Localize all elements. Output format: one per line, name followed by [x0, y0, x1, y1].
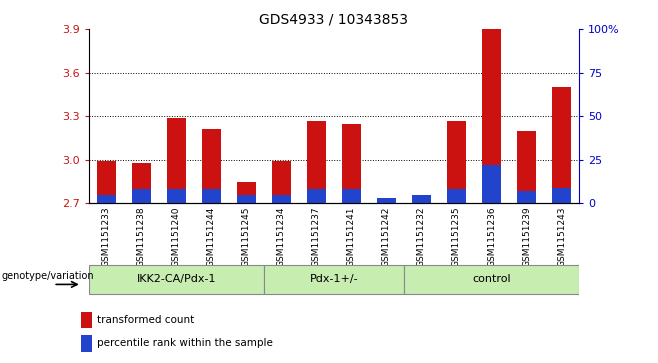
FancyBboxPatch shape [264, 265, 404, 294]
Bar [272, 195, 291, 203]
Bar [412, 197, 431, 203]
Bar [166, 118, 186, 203]
Bar [97, 195, 116, 203]
Bar [237, 182, 256, 203]
Text: GSM1151239: GSM1151239 [522, 206, 531, 267]
Text: GSM1151242: GSM1151242 [382, 206, 391, 267]
Text: transformed count: transformed count [97, 315, 194, 325]
Bar [307, 189, 326, 203]
Bar [272, 161, 291, 203]
Bar [202, 129, 221, 203]
Text: Pdx-1+/-: Pdx-1+/- [310, 274, 358, 284]
Bar [447, 121, 466, 203]
Bar [482, 29, 501, 203]
Bar [447, 189, 466, 203]
Bar [132, 163, 151, 203]
Text: GSM1151235: GSM1151235 [452, 206, 461, 267]
Text: IKK2-CA/Pdx-1: IKK2-CA/Pdx-1 [137, 274, 216, 284]
Title: GDS4933 / 10343853: GDS4933 / 10343853 [259, 12, 409, 26]
Bar [81, 312, 91, 329]
Text: GSM1151244: GSM1151244 [207, 206, 216, 267]
Text: GSM1151236: GSM1151236 [487, 206, 496, 267]
Text: GSM1151243: GSM1151243 [557, 206, 566, 267]
Bar [202, 189, 221, 203]
Text: percentile rank within the sample: percentile rank within the sample [97, 338, 272, 348]
Bar [552, 87, 571, 203]
Bar [342, 189, 361, 203]
Bar [377, 200, 396, 203]
Text: GSM1151237: GSM1151237 [312, 206, 321, 267]
Text: GSM1151240: GSM1151240 [172, 206, 181, 267]
Bar [132, 189, 151, 203]
Bar [342, 124, 361, 203]
Bar [237, 195, 256, 203]
Bar [307, 121, 326, 203]
Bar [81, 335, 91, 352]
Bar [517, 131, 536, 203]
Text: control: control [472, 274, 511, 284]
FancyBboxPatch shape [89, 265, 264, 294]
Text: GSM1151233: GSM1151233 [102, 206, 111, 267]
Bar [97, 161, 116, 203]
Bar [517, 191, 536, 203]
Text: GSM1151241: GSM1151241 [347, 206, 356, 267]
Bar [552, 188, 571, 203]
Bar [482, 165, 501, 203]
Bar [377, 198, 396, 203]
Bar [166, 189, 186, 203]
Bar [412, 195, 431, 203]
Text: GSM1151238: GSM1151238 [137, 206, 146, 267]
Text: genotype/variation: genotype/variation [2, 270, 94, 281]
FancyBboxPatch shape [404, 265, 579, 294]
Text: GSM1151245: GSM1151245 [242, 206, 251, 267]
Text: GSM1151234: GSM1151234 [277, 206, 286, 267]
Text: GSM1151232: GSM1151232 [417, 206, 426, 267]
